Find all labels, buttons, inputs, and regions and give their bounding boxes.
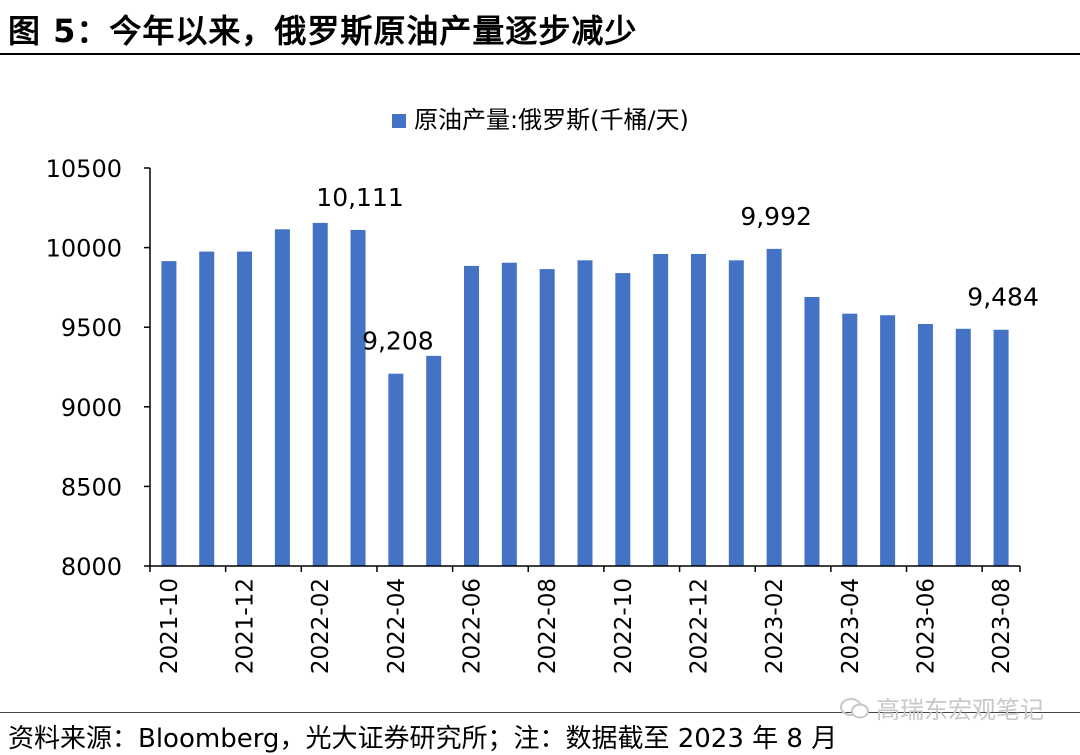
bar-2022-05	[426, 355, 442, 566]
data-labels: 10,111 9,208 9,992 9,484	[316, 183, 1039, 356]
bar-2023-06	[917, 324, 933, 566]
y-tick-label: 10000	[46, 235, 122, 263]
y-tick-label: 10500	[46, 155, 122, 183]
x-tick-label: 2021-12	[233, 578, 259, 674]
bar-2023-05	[880, 315, 896, 566]
bar-2021-12	[237, 251, 253, 566]
chart-legend: 原油产量:俄罗斯(千桶/天)	[392, 106, 689, 134]
bar-2023-04	[842, 313, 858, 566]
y-tick-label: 8500	[61, 473, 122, 501]
bar-2022-06	[464, 265, 480, 566]
bar-2022-03	[350, 229, 366, 566]
bar-2023-01	[728, 260, 744, 566]
bar-2022-09	[577, 260, 593, 566]
bar-chart: 原油产量:俄罗斯(千桶/天) 8000 8500 9000 9500 10000 1050…	[46, 106, 1039, 674]
bar-2023-02	[766, 248, 782, 566]
y-axis: 8000 8500 9000 9500 10000 10500	[46, 155, 151, 581]
x-tick-label: 2023-08	[989, 578, 1015, 674]
x-tick-label: 2022-04	[384, 578, 410, 674]
bar-2023-03	[804, 296, 820, 566]
bar-2022-01	[274, 229, 290, 567]
legend-swatch	[392, 114, 406, 128]
source-note: 资料来源：Bloomberg，光大证券研究所；注：数据截至 2023 年 8 月	[8, 724, 838, 754]
data-label: 10,111	[316, 183, 403, 212]
watermark: 高瑞东宏观笔记	[840, 690, 1044, 725]
bar-2023-08	[993, 329, 1009, 566]
bar-2022-12	[690, 253, 706, 566]
x-tick-label: 2022-10	[611, 578, 637, 674]
watermark-text: 高瑞东宏观笔记	[876, 696, 1044, 724]
x-tick-label: 2022-02	[308, 578, 334, 674]
x-tick-label: 2023-02	[762, 578, 788, 674]
x-tick-label: 2023-06	[913, 578, 939, 674]
legend-label: 原油产量:俄罗斯(千桶/天)	[414, 106, 689, 134]
bar-2022-07	[501, 262, 517, 566]
bar-2022-10	[615, 273, 631, 566]
data-label: 9,484	[967, 283, 1039, 312]
bar-2022-11	[653, 253, 669, 566]
bar-series	[161, 222, 1009, 567]
x-tick-label: 2022-08	[535, 578, 561, 674]
x-axis: 2021-10 2021-12 2022-02 2022-04 2022-06 2022-…	[149, 565, 1021, 674]
wechat-icon	[840, 697, 869, 718]
x-tick-label: 2022-06	[460, 578, 486, 674]
x-tick-label: 2021-10	[157, 578, 183, 674]
bar-2021-10	[161, 261, 177, 566]
bar-2023-07	[955, 328, 971, 566]
x-tick-label: 2023-04	[838, 578, 864, 674]
bar-2022-04	[388, 373, 404, 566]
bar-2021-11	[199, 251, 215, 566]
title-rule	[0, 53, 1080, 55]
figure-title: 图 5：今年以来，俄罗斯原油产量逐步减少	[8, 12, 638, 50]
y-tick-label: 8000	[61, 553, 122, 581]
data-label: 9,208	[362, 327, 434, 356]
x-tick-label: 2022-12	[686, 578, 712, 674]
bar-2022-02	[312, 222, 328, 566]
y-tick-label: 9000	[61, 394, 122, 422]
bar-2022-08	[539, 269, 555, 566]
footer-rule	[0, 712, 1080, 713]
y-tick-label: 9500	[61, 314, 122, 342]
data-label: 9,992	[740, 202, 812, 231]
